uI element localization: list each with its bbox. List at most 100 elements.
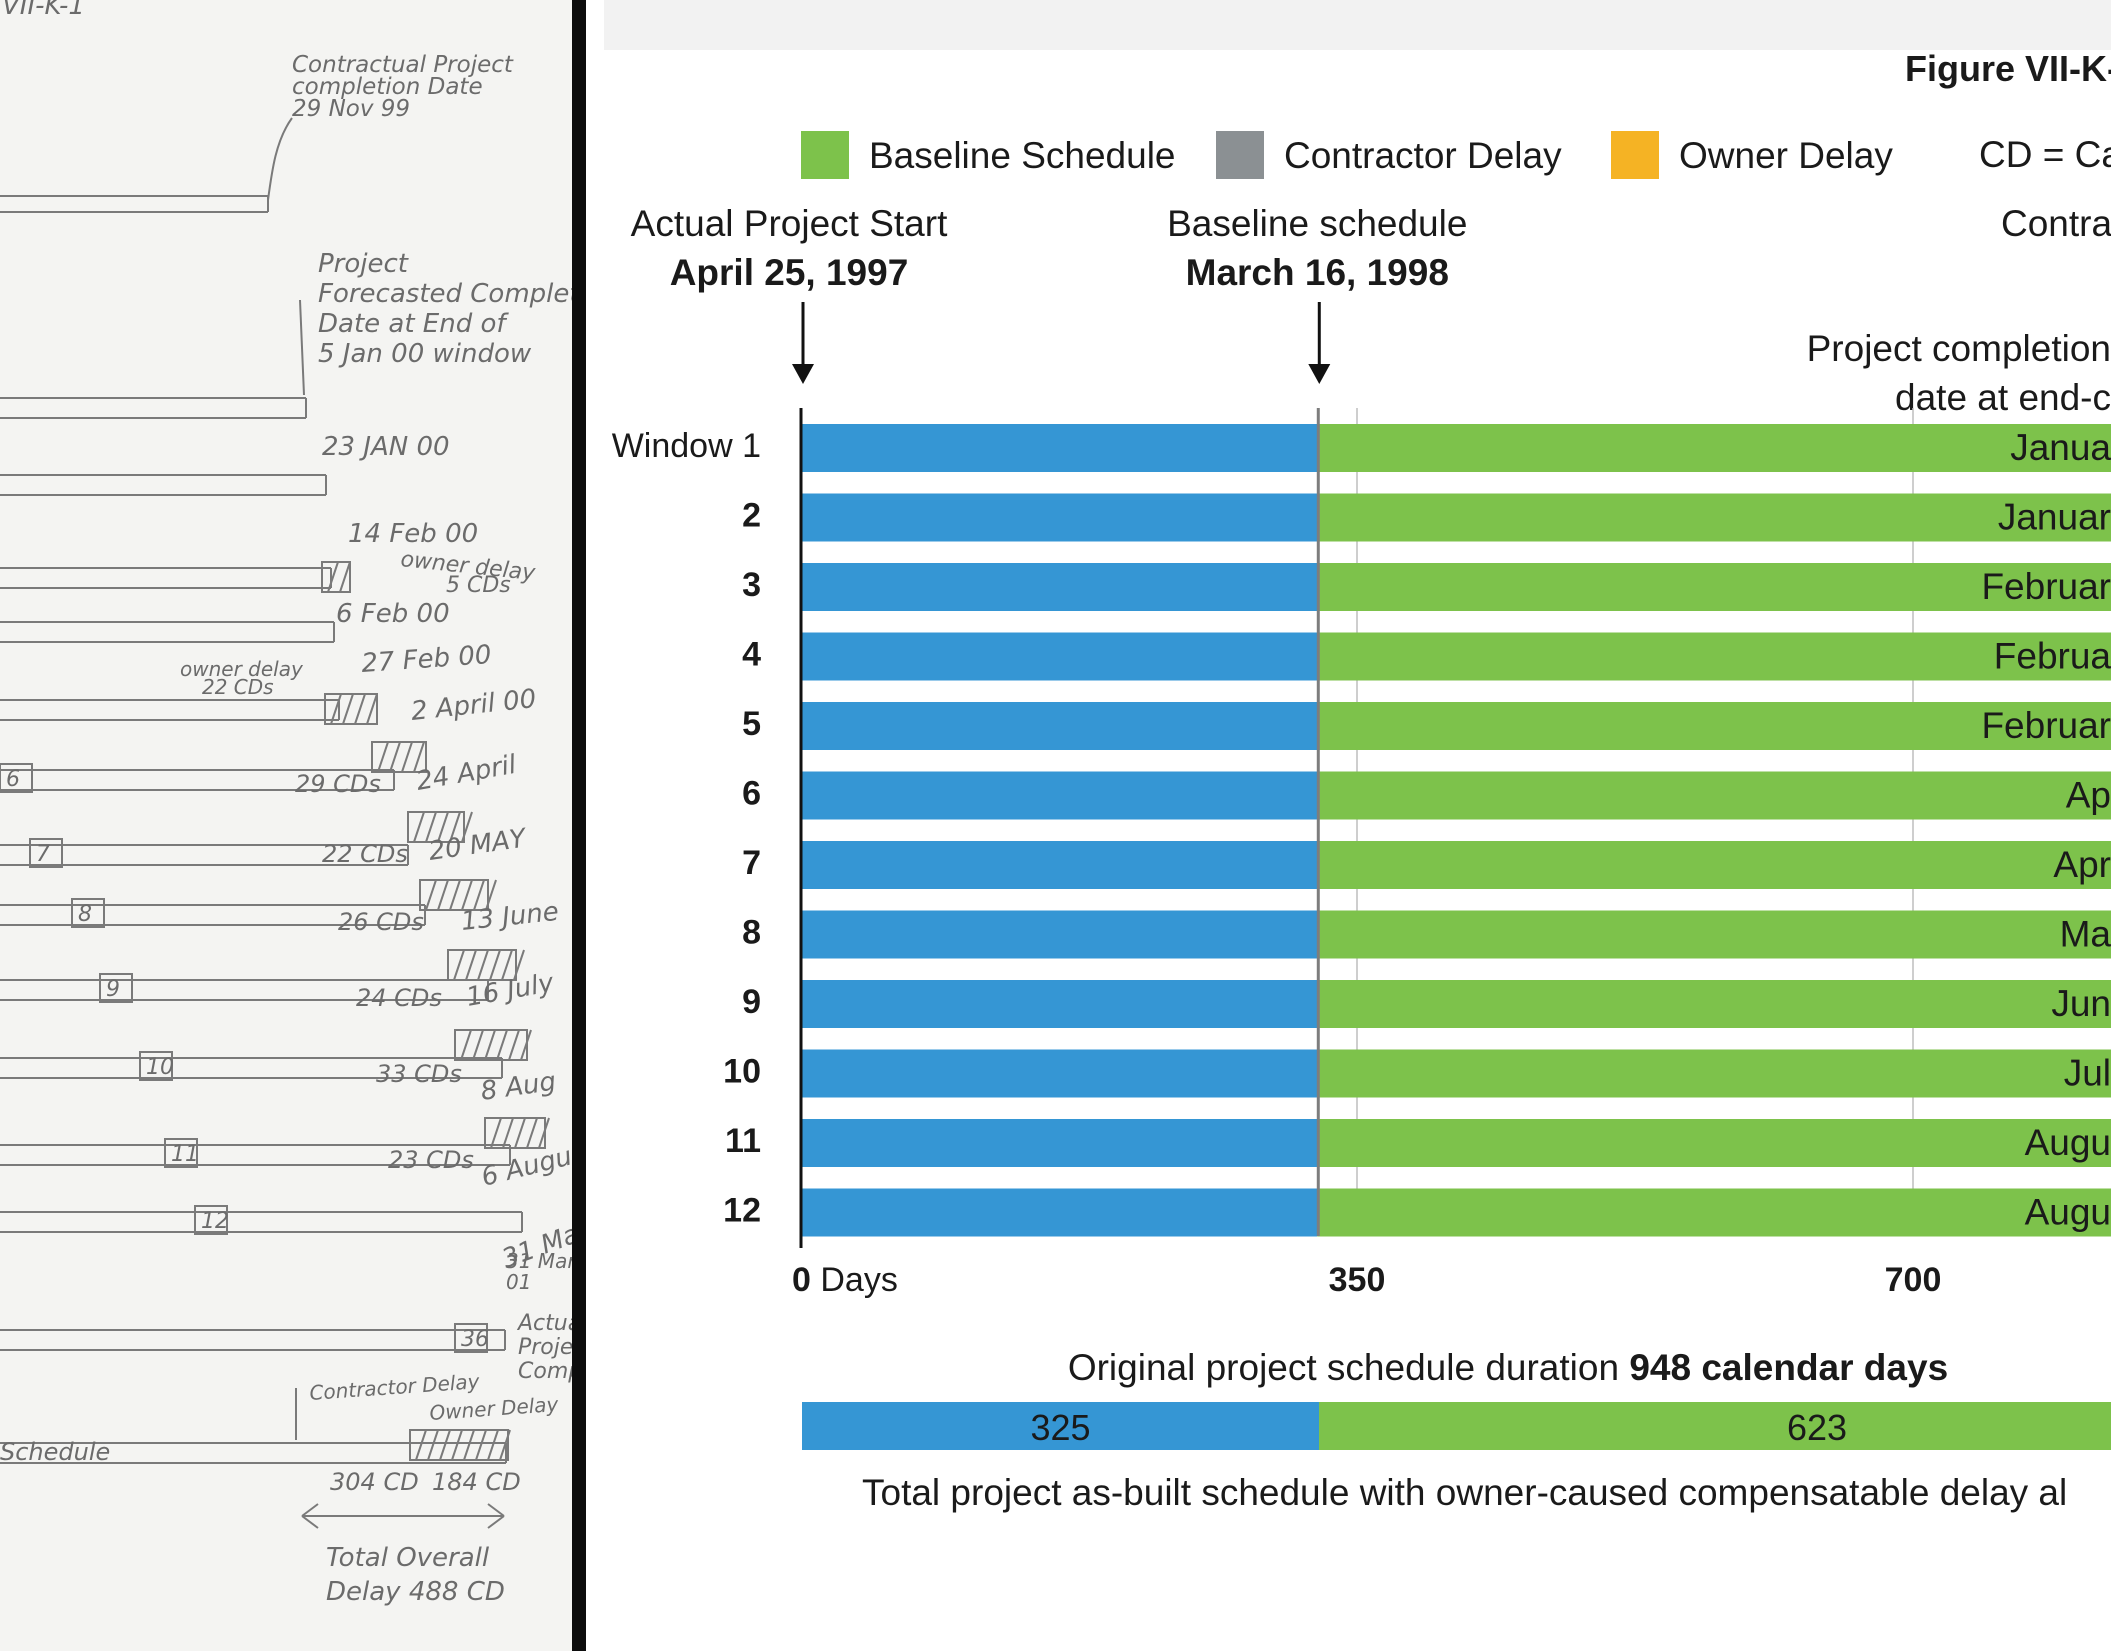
sketch-hatch [330,693,342,725]
row-label: 11 [725,1122,761,1160]
sketch-line [267,117,293,201]
sketch-hatch [489,949,501,981]
row-label: 8 [742,914,761,952]
marker-arrow-head [1308,364,1331,384]
bar-segment-baseline [1317,841,2111,889]
sketch-note-contract: 29 Nov 99 [292,96,410,122]
sketch-hatch [425,879,437,911]
sketch-hatch [449,879,461,911]
sketch-note-forecast: 5 Jan 00 window [318,339,532,369]
completion-date-label: Jun [2051,983,2111,1024]
bar-segment-elapsed [801,771,1318,820]
summary-text: Original project schedule duration 948 c… [1068,1347,1948,1388]
sketch-owner-delay-label: Owner Delay [429,1392,561,1425]
sketch-hatch [508,1029,520,1061]
bar-segment-elapsed [801,1049,1318,1098]
panel-divider [572,0,586,1651]
sketch-hatch [389,741,401,773]
sketch-window-tag: 12 [201,1209,229,1234]
legend-label: CD = Ca [1979,134,2111,175]
sketch-date-note: 13 June [460,897,561,937]
sketch-hatch [463,1429,475,1461]
bar-segment-baseline [1317,980,2111,1028]
sketch-window-tag-box [194,1205,228,1235]
sketch-hatch [461,811,473,843]
bar-segment-baseline [1317,493,2111,542]
sketch-hatched-box [447,949,517,981]
sketch-window-tag-box [99,973,133,1003]
sketch-hatch [513,949,525,981]
sketch-delay-note: owner delay [180,657,304,681]
sketch-note-actual: Actual [516,1311,572,1336]
sketch-window-tag: 8 [78,902,92,927]
sketch-hatch [473,879,485,911]
completion-header: Project completion [1807,328,2111,369]
x-tick-label: 0 Days [792,1261,898,1299]
sketch-note: 01 [506,1270,531,1294]
sketch-date-note: 27 Feb 00 [360,640,492,679]
row-label: 2 [742,497,761,535]
sketch-window-tag-box [454,1323,488,1353]
bar-segment-baseline [1317,771,2111,820]
row-label: 12 [723,1192,761,1230]
summary-segment-label: 623 [1787,1407,1847,1448]
sketch-hatch [377,741,389,773]
sketch-note-forecast: Project [318,249,409,279]
sketch-total-delay: Delay 488 CD [326,1577,505,1607]
sketch-hatch [449,811,461,843]
bar-segment-elapsed [801,702,1318,750]
contract-label: Contra [2001,203,2111,244]
sketch-total-arrow [301,1503,505,1529]
bar-segment-elapsed [801,1188,1318,1237]
marker-label: Baseline schedule [1167,203,1467,244]
completion-date-label: Januar [1998,497,2111,538]
bar-segment-elapsed [801,910,1318,959]
marker-arrow-head [792,364,814,384]
sketch-delay-note: 29 CDs [295,770,381,798]
completion-date-label: Augu [2025,1192,2111,1233]
x-axis-unit: Days [811,1261,898,1299]
sketch-hatch [465,949,477,981]
completion-date-label: Apr [2053,844,2111,885]
row-label: 9 [742,983,761,1021]
sketch-hatch [484,1029,496,1061]
row-label: 3 [742,566,761,604]
sketch-header: VII-K-1 [2,0,85,21]
sketch-hatch [415,1429,427,1461]
marker-date: April 25, 1997 [670,252,909,293]
sketch-note: 31 Mar [506,1249,572,1273]
row-label: 5 [742,705,761,743]
sketch-note-forecast: Forecasted Completion [318,279,572,309]
sketch-window-tag: 10 [146,1055,174,1080]
sketch-hatch [354,693,366,725]
bar-segment-elapsed [801,424,1318,472]
sketch-delay-note: 5 CDs [446,573,511,598]
sketch-window-tag: 9 [106,977,120,1002]
completion-date-label: Ap [2066,775,2111,816]
sketch-hatch [475,1429,487,1461]
schedule-chart: Figure VII-K-1 Baseline Schedule Contracto… [612,48,2111,1513]
bar-segment-baseline [1317,702,2111,750]
sketch-delay-note: 33 CDs [376,1060,462,1088]
completion-date-label: Janua [2010,427,2111,468]
sketch-hatch [366,693,378,725]
sketch-date-note: 14 Feb 00 [348,519,478,549]
sketch-date-note: 2 April 00 [410,684,538,727]
sketch-window-tag-box [29,838,63,868]
sketch-hatch [526,1117,538,1149]
legend-label: Baseline Schedule [869,135,1176,176]
sketch-window-tag: 7 [36,842,50,867]
sketch-date-note: 24 April [414,750,519,797]
sketch-hatch [461,879,473,911]
row-label: 7 [742,844,761,882]
sketch-contractor-cd: 304 CD [330,1468,419,1496]
sketch-hatch [514,1117,526,1149]
completion-date-label: Jul [2064,1053,2111,1094]
completion-date-label: Augu [2025,1122,2111,1163]
x-tick-label: 350 [1329,1261,1386,1299]
bar-segment-baseline [1317,424,2111,472]
sketch-delay-note: 24 CDs [356,984,442,1012]
sketch-hatch [413,811,425,843]
hand-sketch-panel: VII-K-1 Contractual Project completion Dat… [0,0,572,1651]
